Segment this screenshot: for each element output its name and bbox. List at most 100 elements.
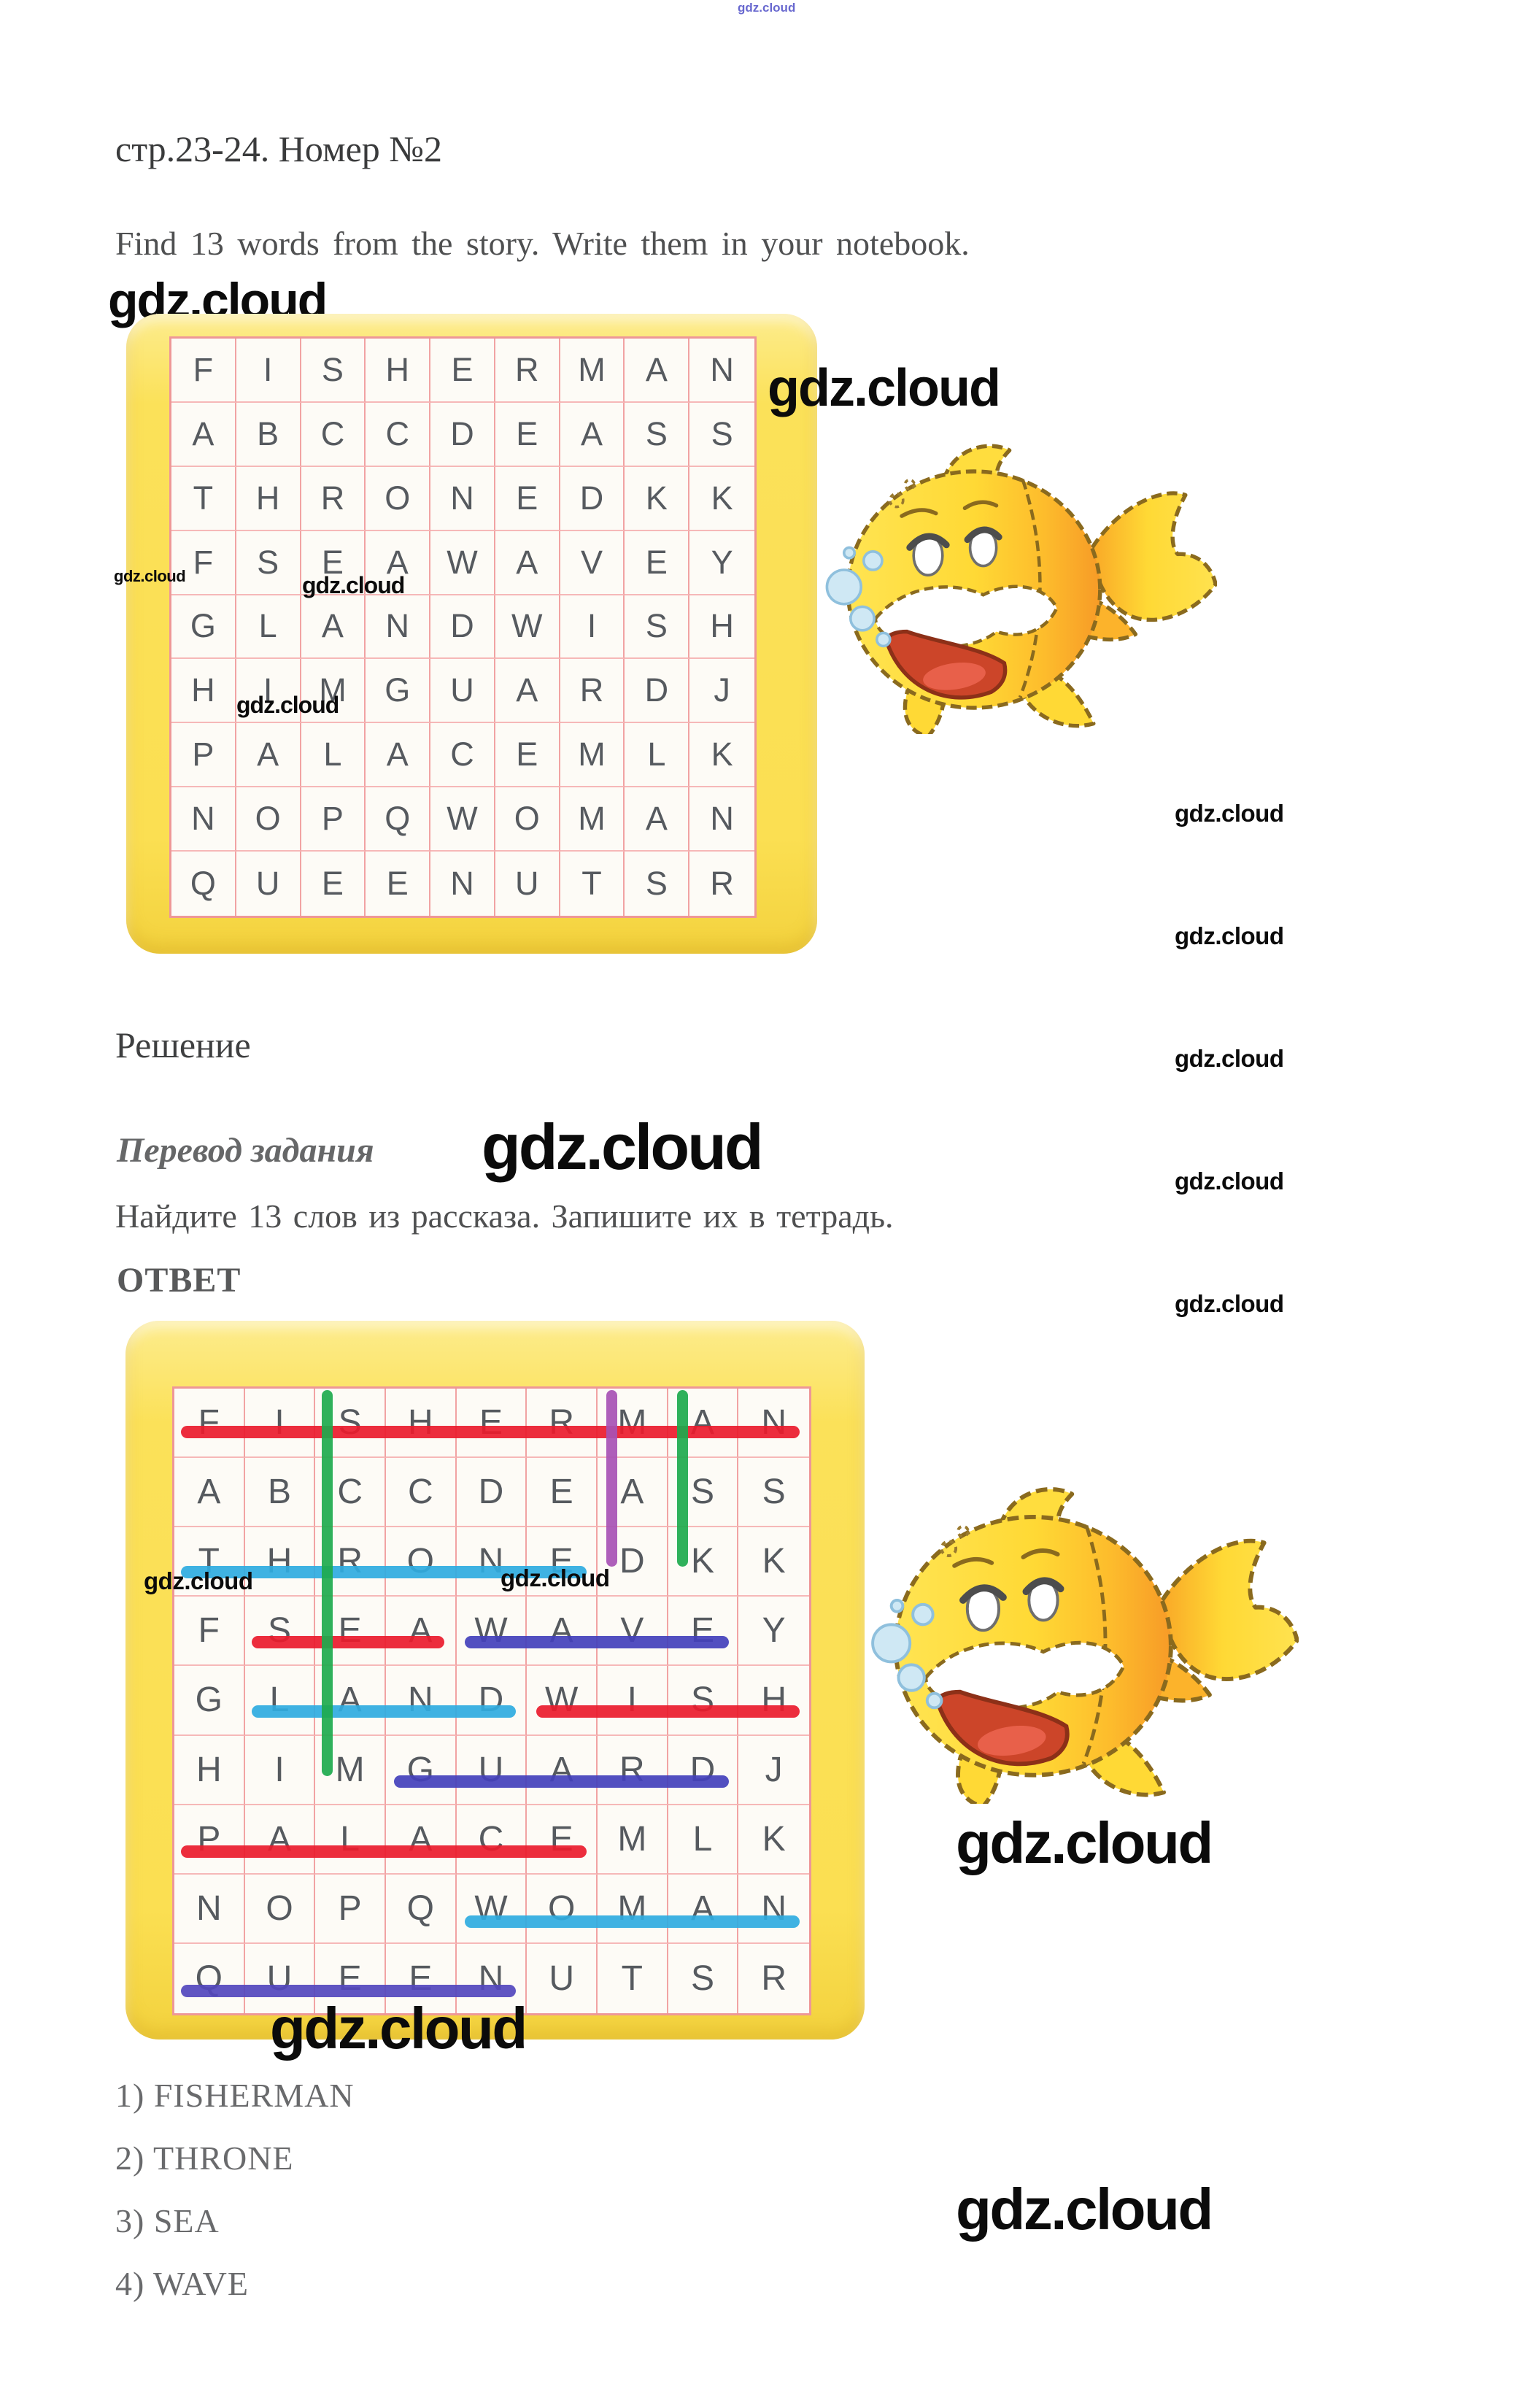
grid-cell: M	[597, 1805, 668, 1875]
grid-cell: P	[171, 723, 236, 788]
grid-cell: I	[560, 595, 625, 660]
grid-cell: L	[668, 1805, 739, 1875]
grid-cell: N	[689, 339, 754, 403]
grid-cell: H	[236, 466, 301, 531]
grid-cell: G	[174, 1666, 245, 1736]
grid-cell: L	[315, 1805, 386, 1875]
grid-cell: E	[527, 1805, 598, 1875]
word-line-palace	[181, 1845, 587, 1858]
grid-cell: S	[738, 1458, 809, 1528]
word-line-land	[252, 1705, 516, 1718]
grid-cell: C	[366, 402, 431, 467]
grid-cell: S	[236, 530, 301, 595]
answer-item: 2) THRONE	[115, 2139, 294, 2177]
grid-cell: N	[430, 466, 495, 531]
grid-cell: P	[174, 1805, 245, 1875]
grid-cell: H	[689, 595, 754, 660]
watermark-small-3: gdz.cloud	[236, 692, 339, 718]
grid-cell: F	[174, 1597, 245, 1667]
grid-cell: N	[174, 1874, 245, 1944]
grid-cell: O	[385, 1527, 457, 1597]
grid-cell: H	[385, 1389, 457, 1459]
grid-cell: K	[689, 723, 754, 788]
watermark-right-1: gdz.cloud	[1175, 800, 1284, 827]
watermark-big-3: gdz.cloud	[482, 1111, 764, 1183]
grid-cell: U	[495, 852, 560, 916]
grid-cell: Q	[366, 787, 431, 852]
grid-cell: A	[301, 595, 366, 660]
grid-cell: A	[560, 402, 625, 467]
grid-cell: K	[625, 466, 690, 531]
grid-cell: O	[236, 787, 301, 852]
translation-label: Перевод задания	[117, 1131, 374, 1170]
grid-cell: J	[738, 1735, 809, 1805]
word-line-wave	[465, 1635, 729, 1648]
grid-cell: R	[597, 1735, 668, 1805]
grid-cell: C	[385, 1458, 457, 1528]
grid-cell: A	[366, 723, 431, 788]
grid-cell: D	[668, 1735, 739, 1805]
grid-cell: E	[385, 1943, 457, 2013]
grid-cell: E	[456, 1389, 528, 1459]
watermark-right-3: gdz.cloud	[1175, 1045, 1284, 1072]
grid-cell: C	[301, 402, 366, 467]
word-line-mad	[606, 1390, 617, 1567]
grid-cell: A	[668, 1874, 739, 1944]
grid-cell: M	[301, 659, 366, 724]
grid-cell: T	[560, 852, 625, 916]
grid-cell: W	[495, 595, 560, 660]
grid-cell: I	[236, 339, 301, 403]
grid-cell: A	[385, 1597, 457, 1667]
grid-cell: E	[430, 339, 495, 403]
grid-cell: A	[385, 1805, 457, 1875]
watermark-right-4: gdz.cloud	[1175, 1168, 1284, 1195]
grid-cell: B	[236, 402, 301, 467]
grid-cell: A	[495, 659, 560, 724]
watermark-top: gdz.cloud	[738, 1, 796, 15]
answer-label: ОТВЕТ	[117, 1261, 241, 1300]
grid-cell: W	[456, 1597, 528, 1667]
grid-cell: A	[527, 1597, 598, 1667]
grid-cell: G	[366, 659, 431, 724]
grid-cell: A	[366, 530, 431, 595]
grid-cell: L	[236, 595, 301, 660]
grid-cell: L	[625, 723, 690, 788]
grid-cell: Y	[689, 530, 754, 595]
grid-cell: N	[456, 1527, 528, 1597]
grid-cell: L	[244, 1666, 316, 1736]
watermark-small-5: gdz.cloud	[501, 1564, 610, 1591]
grid-cell: E	[495, 466, 560, 531]
grid-cell: T	[171, 466, 236, 531]
watermark-big-6: gdz.cloud	[956, 2177, 1213, 2242]
grid-cell: S	[668, 1943, 739, 2013]
watermark-small-4: gdz.cloud	[144, 1567, 253, 1594]
word-line-woman	[465, 1915, 800, 1928]
grid-cell: E	[668, 1597, 739, 1667]
grid-cell: A	[244, 1805, 316, 1875]
grid-cell: V	[560, 530, 625, 595]
grid-cell: R	[560, 659, 625, 724]
grid-cell: N	[366, 595, 431, 660]
grid-cell: E	[301, 530, 366, 595]
task-text-english: Find 13 words from the story. Write them…	[115, 225, 970, 262]
grid-cell: N	[385, 1666, 457, 1736]
watermark-small-1: gdz.cloud	[114, 567, 186, 585]
grid-cell: A	[495, 530, 560, 595]
goldfish-illustration-1	[823, 432, 1217, 734]
grid-cell: R	[738, 1943, 809, 2013]
grid-cell: M	[560, 723, 625, 788]
grid-cell: H	[738, 1666, 809, 1736]
grid-cell: L	[301, 723, 366, 788]
grid-cell: H	[174, 1735, 245, 1805]
grid-cell: E	[301, 852, 366, 916]
grid-cell: N	[738, 1389, 809, 1459]
grid-cell: R	[495, 339, 560, 403]
grid-cell: M	[560, 339, 625, 403]
grid-cell: A	[527, 1735, 598, 1805]
grid-cell: F	[171, 339, 236, 403]
goldfish-illustration-2	[868, 1474, 1299, 1804]
watermark-big-2: gdz.cloud	[768, 359, 1001, 417]
word-line-throne	[181, 1565, 587, 1578]
grid-cell: S	[625, 852, 690, 916]
